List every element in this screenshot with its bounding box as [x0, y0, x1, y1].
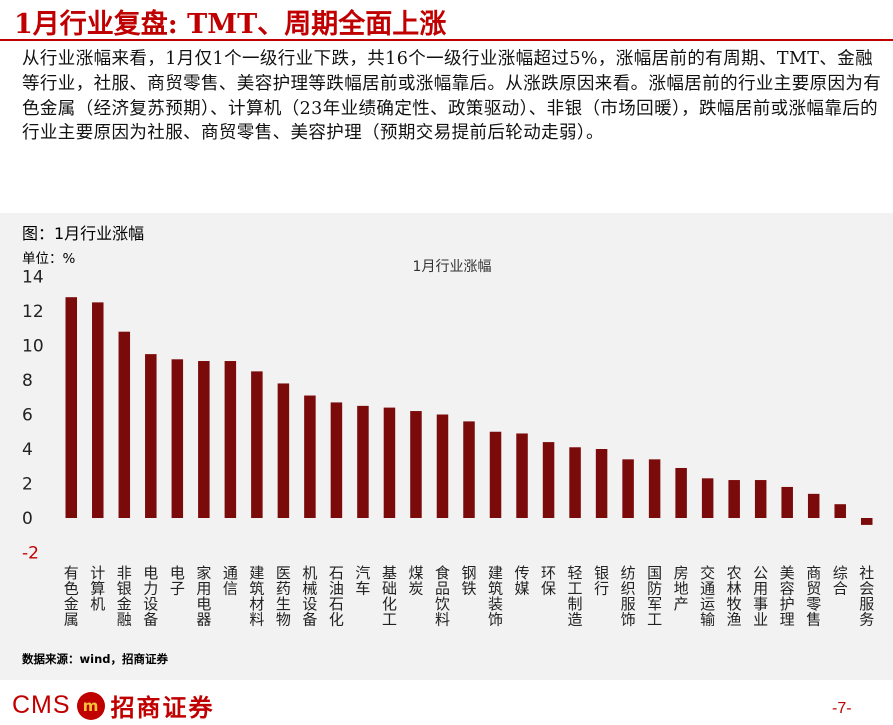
y-tick-label: 4	[22, 440, 33, 460]
x-tick-label: 电子	[170, 564, 185, 598]
y-tick-label: 10	[22, 337, 44, 357]
industry-change-bar-chart: 1月行业涨幅 -2 0 2 4 6 8 10 12 14 有色金属计算机非银金融电力设备电子家用…	[22, 259, 874, 629]
bar	[701, 478, 714, 518]
y-tick-label: 14	[22, 268, 44, 288]
x-tick-label: 计算机	[90, 564, 105, 613]
bar	[118, 331, 131, 518]
x-tick-label: 有色金属	[64, 564, 79, 629]
logo-chinese-text: 招商证券	[110, 693, 215, 722]
slide-title: 1月行业复盘: TMT、周期全面上涨	[14, 9, 447, 40]
x-tick-label: 汽车	[355, 564, 370, 598]
bar	[542, 442, 555, 518]
x-tick-label: 交通运输	[700, 564, 715, 629]
x-tick-label: 钢铁	[461, 564, 476, 598]
y-tick-label: 6	[22, 406, 33, 426]
bar	[648, 459, 661, 518]
x-tick-label: 国防军工	[647, 564, 662, 629]
bar	[224, 361, 237, 518]
x-tick-label: 传媒	[515, 564, 530, 598]
x-axis-labels: 有色金属计算机非银金融电力设备电子家用电器通信建筑材料医药生物机械设备石油石化汽…	[64, 564, 874, 629]
chart-caption: 图：1月行业涨幅	[22, 224, 145, 243]
bar	[516, 433, 528, 518]
title-divider	[0, 39, 893, 41]
y-tick-label: 0	[22, 509, 33, 529]
bar	[489, 431, 502, 518]
chart-title: 1月行业涨幅	[413, 259, 492, 275]
footer	[0, 681, 893, 725]
x-tick-label: 商贸零售	[806, 564, 821, 629]
x-tick-label: 通信	[223, 564, 238, 598]
bar	[383, 407, 396, 518]
company-logo: CMS m 招商证券	[12, 688, 215, 723]
x-tick-label: 煤炭	[408, 564, 423, 598]
bar	[304, 395, 316, 518]
x-tick-label: 建筑装饰	[488, 564, 503, 629]
y-tick-label: -2	[22, 544, 39, 564]
x-tick-label: 石油石化	[329, 564, 344, 629]
bar	[357, 405, 369, 518]
title-bar: 1月行业复盘: TMT、周期全面上涨	[0, 0, 893, 42]
bar	[860, 518, 873, 525]
x-tick-label: 纺织服饰	[621, 564, 636, 629]
bar	[463, 421, 475, 518]
x-tick-label: 综合	[833, 564, 848, 598]
bar	[410, 411, 422, 518]
x-tick-label: 公用事业	[753, 564, 768, 629]
data-source: 数据来源：wind，招商证券	[22, 652, 168, 666]
logo-mark-icon: m	[76, 691, 105, 720]
bar	[198, 361, 210, 518]
bar	[595, 449, 608, 518]
bar	[569, 447, 581, 518]
x-tick-label: 银行	[594, 564, 609, 598]
bar	[728, 480, 740, 518]
x-tick-label: 美容护理	[780, 564, 795, 629]
bar	[330, 402, 343, 518]
bars	[65, 297, 873, 525]
x-tick-label: 建筑材料	[249, 564, 264, 629]
bar	[92, 302, 104, 518]
logo-cms-text: CMS	[12, 691, 71, 719]
bar	[622, 459, 634, 518]
x-tick-label: 家用电器	[196, 564, 211, 629]
bar	[436, 414, 449, 518]
bar	[251, 371, 263, 518]
x-tick-label: 食品饮料	[435, 564, 450, 629]
bar	[675, 467, 687, 518]
y-tick-label: 12	[22, 302, 44, 322]
x-tick-label: 非银金融	[117, 564, 132, 629]
y-axis: -2 0 2 4 6 8 10 12 14	[22, 268, 44, 564]
x-tick-label: 农林牧渔	[727, 564, 742, 629]
bar	[781, 486, 793, 518]
page-number: -7-	[832, 700, 852, 717]
x-tick-label: 机械设备	[302, 564, 317, 629]
y-tick-label: 8	[22, 371, 33, 391]
summary-paragraph: 从行业涨幅来看，1月仅1个一级行业下跌，共16个一级行业涨幅超过5%，涨幅居前的…	[22, 49, 882, 144]
bar	[145, 354, 157, 518]
x-tick-label: 电力设备	[143, 564, 158, 629]
bar	[171, 359, 184, 518]
bar	[277, 383, 290, 518]
y-tick-label: 2	[22, 475, 33, 495]
x-tick-label: 环保	[541, 564, 556, 598]
bar	[834, 504, 846, 518]
bar	[807, 493, 820, 518]
x-tick-label: 医药生物	[276, 564, 291, 629]
unit-label: 单位：%	[22, 251, 76, 267]
x-tick-label: 轻工制造	[568, 564, 583, 629]
bar	[754, 480, 767, 518]
bar	[65, 297, 78, 518]
x-tick-label: 房地产	[674, 564, 689, 613]
x-tick-label: 基础化工	[382, 564, 397, 629]
x-tick-label: 社会服务	[859, 564, 874, 629]
